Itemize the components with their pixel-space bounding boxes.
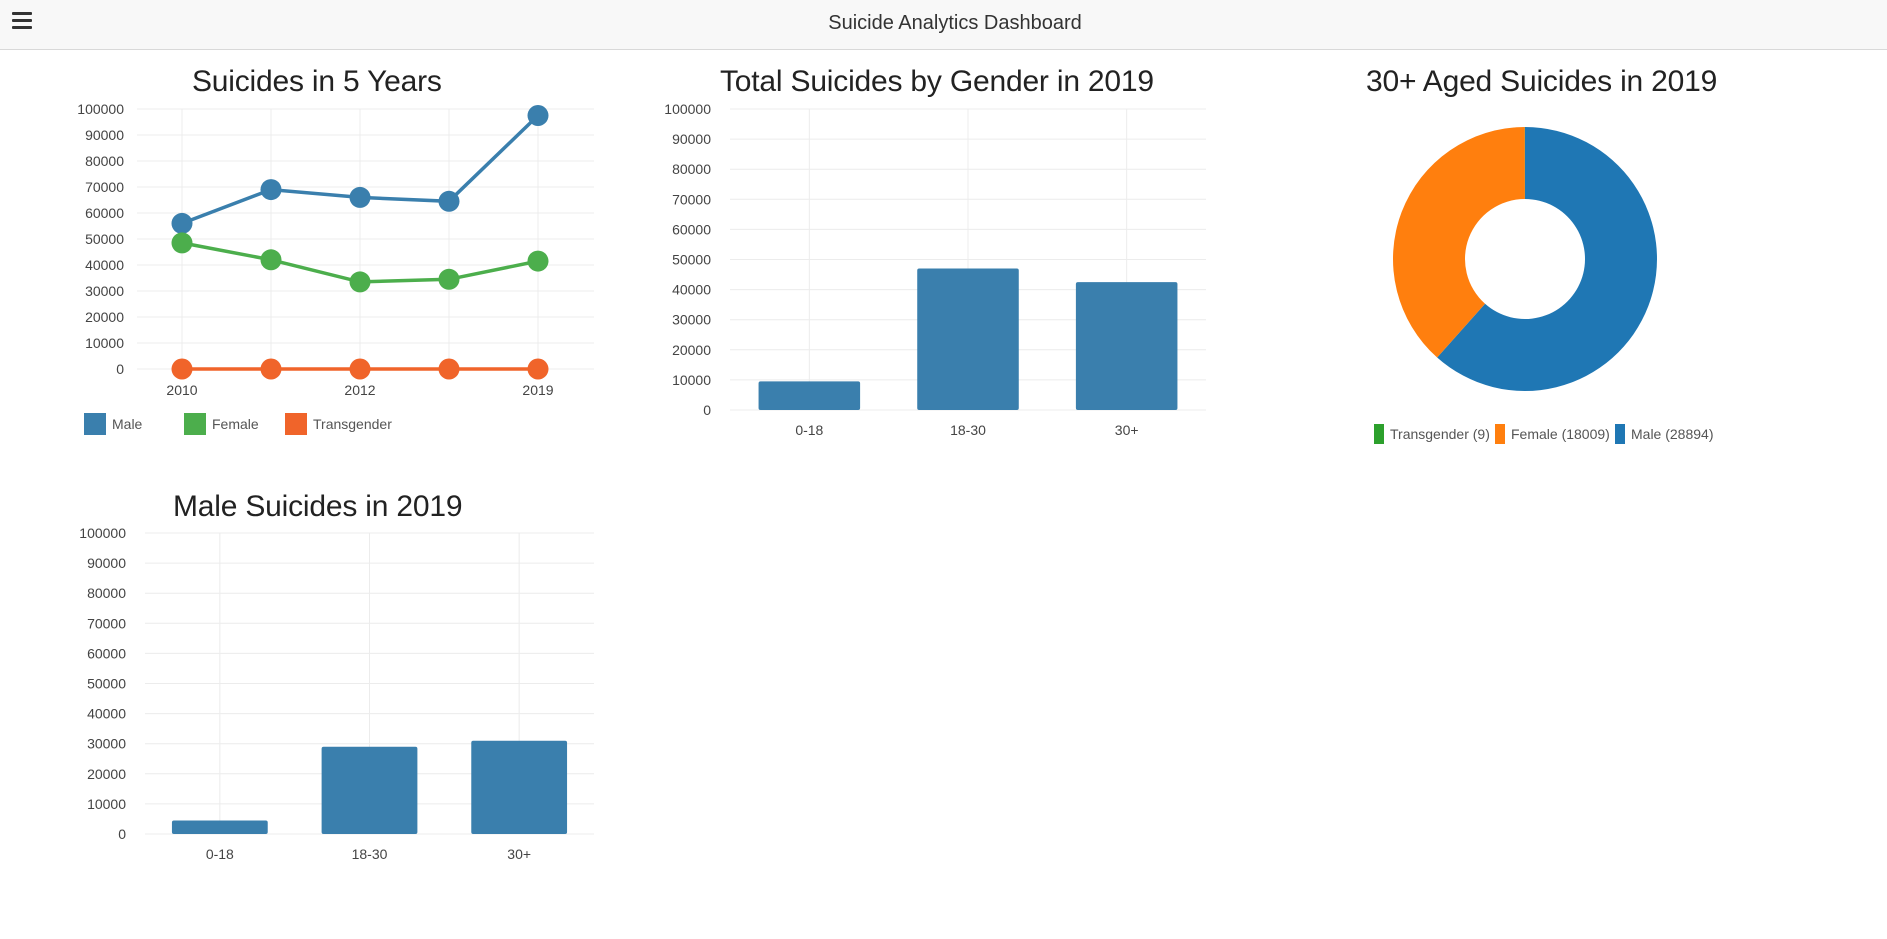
x-tick-label: 18-30 [352, 846, 388, 862]
y-tick-label: 30000 [87, 736, 126, 752]
y-tick-label: 70000 [85, 179, 124, 195]
donut-chart [1393, 127, 1657, 391]
legend-item-male[interactable]: Male (28894) [1615, 424, 1714, 444]
x-tick-label: 2010 [166, 382, 197, 398]
y-tick-label: 10000 [85, 335, 124, 351]
x-tick-label: 0-18 [795, 422, 823, 438]
chart-title-male: Male Suicides in 2019 [173, 490, 463, 523]
data-point[interactable] [438, 190, 460, 212]
y-tick-label: 0 [118, 826, 126, 842]
x-tick-label: 30+ [507, 846, 531, 862]
app-title: Suicide Analytics Dashboard [828, 12, 1082, 34]
y-tick-label: 30000 [672, 312, 711, 328]
legend-swatch [1615, 424, 1625, 444]
x-tick-label: 18-30 [950, 422, 986, 438]
legend-swatch [1374, 424, 1384, 444]
y-tick-label: 20000 [672, 342, 711, 358]
bar[interactable] [917, 268, 1019, 410]
x-tick-label: 2012 [344, 382, 375, 398]
data-point[interactable] [260, 249, 282, 271]
bar[interactable] [1075, 282, 1178, 410]
y-tick-label: 90000 [85, 127, 124, 143]
y-tick-label: 80000 [672, 161, 711, 177]
donut-slice[interactable] [1393, 127, 1525, 358]
menu-bar [12, 26, 32, 29]
top-navbar: Suicide Analytics Dashboard [0, 0, 1887, 50]
y-tick-label: 20000 [85, 309, 124, 325]
data-point[interactable] [171, 212, 193, 234]
chart-title-line: Suicides in 5 Years [192, 65, 442, 98]
y-tick-label: 60000 [85, 205, 124, 221]
data-point[interactable] [171, 232, 193, 254]
y-tick-label: 60000 [672, 221, 711, 237]
chart-title-gender: Total Suicides by Gender in 2019 [720, 65, 1154, 98]
y-tick-label: 50000 [87, 676, 126, 692]
data-point[interactable] [260, 179, 282, 201]
data-point[interactable] [171, 358, 193, 380]
bar[interactable] [758, 381, 861, 410]
bar[interactable] [471, 740, 568, 834]
bar[interactable] [171, 820, 268, 834]
data-point[interactable] [349, 358, 371, 380]
y-tick-label: 50000 [672, 252, 711, 268]
data-point[interactable] [527, 250, 549, 272]
y-tick-label: 50000 [85, 231, 124, 247]
y-tick-label: 100000 [77, 101, 124, 117]
legend-item-female[interactable]: Female (18009) [1495, 424, 1610, 444]
data-point[interactable] [349, 271, 371, 293]
y-tick-label: 100000 [664, 101, 711, 117]
legend-label: Female (18009) [1511, 426, 1610, 442]
y-tick-label: 90000 [672, 131, 711, 147]
x-tick-label: 30+ [1115, 422, 1139, 438]
y-tick-label: 80000 [87, 585, 126, 601]
y-tick-label: 100000 [79, 525, 126, 541]
data-point[interactable] [527, 105, 549, 126]
y-tick-label: 90000 [87, 555, 126, 571]
data-point[interactable] [438, 358, 460, 380]
gender-bar-chart: 0 10000 20000 30000 40000 50000 60000 70000 8000… [664, 101, 1206, 438]
bar[interactable] [321, 746, 418, 834]
y-tick-label: 0 [703, 402, 711, 418]
donut-slice[interactable] [1437, 127, 1657, 391]
y-tick-label: 10000 [672, 372, 711, 388]
y-tick-label: 80000 [85, 153, 124, 169]
x-tick-label: 0-18 [206, 846, 234, 862]
legend-swatch [1495, 424, 1505, 444]
y-tick-label: 40000 [85, 257, 124, 273]
y-tick-label: 40000 [672, 282, 711, 298]
legend-swatch[interactable] [184, 413, 206, 435]
chart-title-donut: 30+ Aged Suicides in 2019 [1366, 65, 1718, 98]
legend-swatch[interactable] [84, 413, 106, 435]
legend-label[interactable]: Transgender [313, 416, 392, 432]
y-tick-label: 40000 [87, 706, 126, 722]
y-tick-label: 20000 [87, 766, 126, 782]
menu-bar [12, 12, 32, 15]
y-tick-label: 30000 [85, 283, 124, 299]
data-point[interactable] [349, 186, 371, 208]
hamburger-menu-icon[interactable] [12, 12, 32, 30]
legend-label: Male (28894) [1631, 426, 1714, 442]
legend-swatch[interactable] [285, 413, 307, 435]
legend-label[interactable]: Female [212, 416, 259, 432]
legend-label[interactable]: Male [112, 416, 143, 432]
legend-label: Transgender (9) [1390, 426, 1490, 442]
line-chart: 0 10000 20000 30000 40000 50000 60000 70000 8000… [77, 101, 594, 435]
data-point[interactable] [260, 358, 282, 380]
y-tick-label: 0 [116, 361, 124, 377]
data-point[interactable] [438, 268, 460, 290]
y-tick-label: 60000 [87, 645, 126, 661]
y-tick-label: 10000 [87, 796, 126, 812]
y-tick-label: 70000 [87, 615, 126, 631]
menu-bar [12, 19, 32, 22]
data-point[interactable] [527, 358, 549, 380]
legend-item-transgender[interactable]: Transgender (9) [1374, 424, 1490, 444]
y-tick-label: 70000 [672, 191, 711, 207]
male-bar-chart: 0 10000 20000 30000 40000 50000 60000 70000 8000… [79, 525, 594, 862]
x-tick-label: 2019 [522, 382, 553, 398]
